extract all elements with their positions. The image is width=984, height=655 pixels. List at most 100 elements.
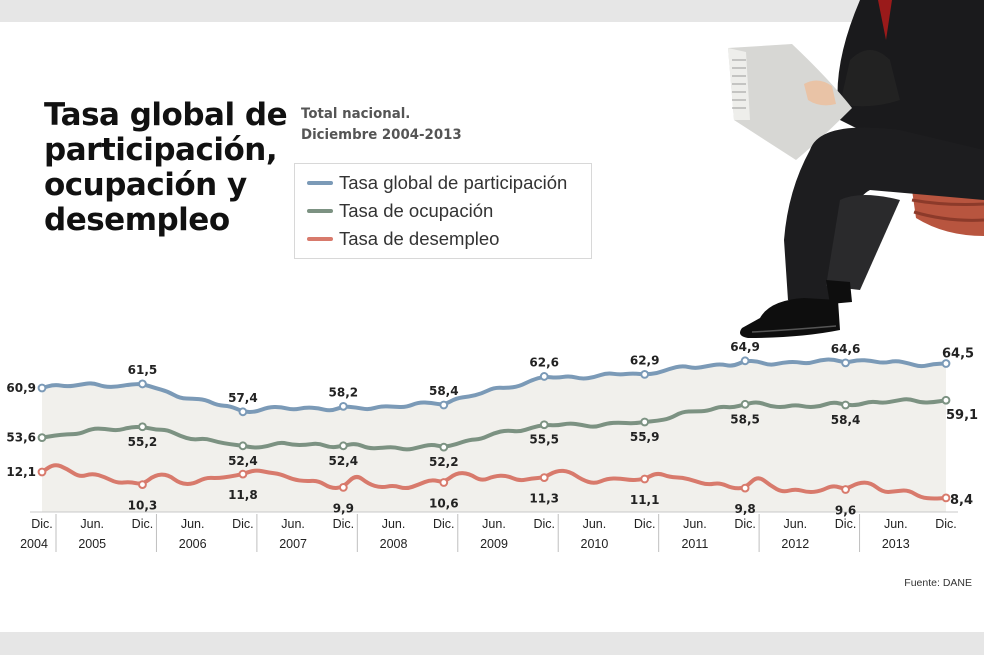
data-point-td-2 [238, 469, 248, 479]
x-tick-label-12: Dic. [634, 517, 656, 531]
x-year-label-4: 2008 [380, 537, 408, 551]
data-label-td-9: 8,4 [950, 493, 973, 508]
data-point-to-2 [238, 441, 248, 451]
data-label-to-4: 52,2 [429, 455, 459, 469]
x-tick-label-17: Jun. [884, 517, 908, 531]
data-point-tgp-7 [740, 356, 750, 366]
data-point-to-1 [138, 422, 147, 432]
line-chart: Dic. Jun. Dic. Jun. Dic. Jun. Dic. Jun. Dic. Jun.… [6, 340, 978, 552]
data-label-td-1: 10,3 [128, 499, 158, 513]
data-point-tgp-0 [37, 383, 47, 393]
data-label-td-3: 9,9 [333, 501, 354, 515]
data-label-to-3: 52,4 [329, 454, 359, 468]
legend-item-td: Tasa de desempleo [307, 228, 500, 249]
chart-series-group [37, 356, 951, 503]
data-label-td-2: 11,8 [228, 488, 258, 502]
data-point-to-0 [37, 433, 47, 443]
x-tick-label-1: Jun. [80, 517, 104, 531]
data-point-td-6 [640, 474, 650, 484]
data-label-to-6: 55,9 [630, 430, 660, 444]
data-label-to-2: 52,4 [228, 454, 258, 468]
data-point-tgp-6 [640, 370, 650, 379]
x-tick-label-0: Dic. [31, 517, 53, 531]
x-tick-label-16: Dic. [835, 517, 857, 531]
data-point-td-4 [439, 478, 449, 487]
data-point-td-8 [841, 485, 850, 494]
data-label-tgp-7: 64,9 [730, 340, 760, 354]
data-point-td-0 [37, 467, 47, 477]
data-point-tgp-3 [338, 401, 348, 411]
x-tick-label-8: Dic. [433, 517, 455, 531]
data-label-td-7: 9,8 [734, 502, 755, 516]
x-tick-label-4: Dic. [232, 517, 254, 531]
x-year-label-8: 2012 [781, 537, 809, 551]
x-tick-label-9: Jun. [482, 517, 506, 531]
series-line-tgp [40, 357, 948, 414]
legend-swatch-td [307, 237, 333, 241]
data-point-tgp-8 [841, 358, 850, 368]
legend-item-tgp: Tasa global de participación [307, 172, 568, 193]
x-year-label-2: 2006 [179, 537, 207, 551]
data-label-tgp-8: 64,6 [831, 342, 861, 356]
data-point-tgp-2 [238, 407, 248, 417]
x-year-label-0: 2004 [20, 537, 48, 551]
data-point-to-8 [841, 400, 850, 410]
series-line-td [40, 463, 948, 501]
data-point-tgp-1 [138, 379, 147, 389]
page-title: Tasa global de participación, ocupación … [44, 97, 288, 239]
data-label-tgp-1: 61,5 [128, 363, 158, 377]
x-tick-label-11: Jun. [583, 517, 607, 531]
data-label-to-5: 55,5 [529, 433, 559, 447]
legend-label-td: Tasa de desempleo [339, 228, 500, 249]
data-label-td-5: 11,3 [529, 492, 559, 506]
x-axis: Dic. Jun. Dic. Jun. Dic. Jun. Dic. Jun. Dic. Jun.… [20, 511, 958, 552]
person-reading-newspaper-illustration [728, 0, 984, 338]
legend-swatch-tgp [307, 181, 333, 185]
x-year-label-9: 2013 [882, 537, 910, 551]
data-point-tgp-5 [539, 372, 549, 381]
data-point-to-5 [539, 420, 549, 430]
x-year-label-3: 2007 [279, 537, 307, 551]
subtitle-line-2: Diciembre 2004-2013 [301, 127, 462, 144]
x-tick-label-10: Dic. [533, 517, 555, 531]
chart-legend: Tasa global de participación Tasa de ocu… [294, 163, 592, 259]
data-labels: 60,9 61,5 57,4 58,2 58,4 62,6 62,9 64,9 64,6 64,5… [6, 340, 978, 518]
data-label-tgp-5: 62,6 [529, 355, 559, 369]
data-label-td-4: 10,6 [429, 497, 459, 511]
x-tick-label-5: Jun. [281, 517, 305, 531]
data-label-tgp-6: 62,9 [630, 353, 660, 367]
data-label-to-0: 53,6 [6, 431, 36, 445]
data-label-td-8: 9,6 [835, 504, 856, 518]
x-year-label-7: 2011 [681, 537, 708, 551]
data-point-to-4 [439, 442, 449, 452]
data-point-td-1 [138, 480, 147, 490]
data-label-td-6: 11,1 [630, 493, 660, 507]
x-tick-label-14: Dic. [734, 517, 756, 531]
legend-item-to: Tasa de ocupación [307, 200, 494, 221]
x-tick-label-7: Jun. [382, 517, 406, 531]
data-label-tgp-4: 58,4 [429, 384, 459, 398]
data-point-td-7 [740, 483, 750, 493]
legend-label-to: Tasa de ocupación [339, 200, 494, 221]
x-tick-label-3: Jun. [181, 517, 205, 531]
legend-swatch-to [307, 209, 333, 213]
data-label-tgp-9: 64,5 [942, 347, 974, 362]
data-point-to-6 [640, 417, 650, 427]
source-note: Fuente: DANE [904, 577, 972, 589]
subtitle-line-1: Total nacional. [301, 106, 411, 122]
data-point-td-9 [941, 493, 951, 503]
data-label-tgp-0: 60,9 [6, 381, 36, 395]
x-tick-label-13: Jun. [683, 517, 707, 531]
data-point-to-3 [338, 441, 348, 451]
data-label-tgp-2: 57,4 [228, 391, 258, 405]
x-tick-label-15: Jun. [784, 517, 808, 531]
data-label-to-9: 59,1 [946, 408, 978, 423]
data-point-to-7 [740, 399, 750, 409]
data-label-to-7: 58,5 [730, 412, 760, 426]
data-label-td-0: 12,1 [6, 465, 36, 479]
subtitle: Total nacional. Diciembre 2004-2013 [301, 104, 462, 146]
legend-label-tgp: Tasa global de participación [339, 172, 568, 193]
x-year-label-5: 2009 [480, 537, 508, 551]
data-point-tgp-9 [941, 359, 951, 368]
x-year-label-6: 2010 [581, 537, 609, 551]
